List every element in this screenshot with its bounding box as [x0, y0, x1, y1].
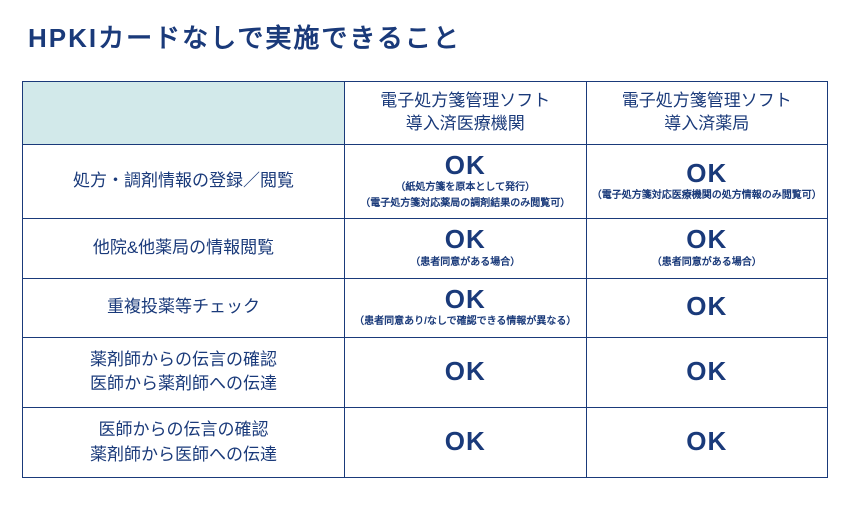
row-label: 医師からの伝言の確認薬剤師から医師への伝達: [23, 407, 345, 477]
cell: OK（電子処方箋対応医療機関の処方情報のみ閲覧可）: [586, 144, 828, 219]
header-col-2: 電子処方箋管理ソフト導入済薬局: [586, 82, 828, 145]
status-ok: OK: [591, 292, 824, 321]
cell: OK （患者同意がある場合）: [586, 219, 828, 278]
cell-note: （紙処方箋を原本として発行）: [349, 181, 582, 195]
status-ok: OK: [591, 427, 824, 456]
row-label: 薬剤師からの伝言の確認医師から薬剤師への伝達: [23, 337, 345, 407]
cell: OK: [586, 278, 828, 337]
row-label: 他院&他薬局の情報閲覧: [23, 219, 345, 278]
header-col-1: 電子処方箋管理ソフト導入済医療機関: [345, 82, 587, 145]
table-row: 薬剤師からの伝言の確認医師から薬剤師への伝達OKOK: [23, 337, 828, 407]
status-ok: OK: [349, 427, 582, 456]
cell: OK: [586, 337, 828, 407]
status-ok: OK: [349, 225, 582, 254]
row-label: 処方・調剤情報の登録／閲覧: [23, 144, 345, 219]
status-ok: OK: [349, 151, 582, 180]
cell: OK: [586, 407, 828, 477]
cell: OK（患者同意あり/なしで確認できる情報が異なる）: [345, 278, 587, 337]
status-ok: OK: [591, 159, 824, 188]
header-corner: [23, 82, 345, 145]
table-row: 処方・調剤情報の登録／閲覧OK（紙処方箋を原本として発行）（電子処方箋対応薬局の…: [23, 144, 828, 219]
cell: OK: [345, 407, 587, 477]
table-row: 他院&他薬局の情報閲覧OK（患者同意がある場合）OK（患者同意がある場合）: [23, 219, 828, 278]
page-title: HPKIカードなしで実施できること: [28, 18, 828, 55]
status-ok: OK: [591, 225, 824, 254]
table-row: 重複投薬等チェックOK（患者同意あり/なしで確認できる情報が異なる）OK: [23, 278, 828, 337]
row-label: 重複投薬等チェック: [23, 278, 345, 337]
cell: OK（紙処方箋を原本として発行） （電子処方箋対応薬局の調剤結果のみ閲覧可）: [345, 144, 587, 219]
status-ok: OK: [591, 357, 824, 386]
cell: OK: [345, 337, 587, 407]
cell-note: （患者同意がある場合）: [591, 256, 824, 270]
cell: OK （患者同意がある場合）: [345, 219, 587, 278]
table-header-row: 電子処方箋管理ソフト導入済医療機関 電子処方箋管理ソフト導入済薬局: [23, 82, 828, 145]
cell-note: （患者同意あり/なしで確認できる情報が異なる）: [349, 315, 582, 329]
capability-table: 電子処方箋管理ソフト導入済医療機関 電子処方箋管理ソフト導入済薬局 処方・調剤情…: [22, 81, 828, 478]
cell-note: （患者同意がある場合）: [349, 256, 582, 270]
table-row: 医師からの伝言の確認薬剤師から医師への伝達OKOK: [23, 407, 828, 477]
status-ok: OK: [349, 285, 582, 314]
cell-note: （電子処方箋対応薬局の調剤結果のみ閲覧可）: [349, 197, 582, 211]
cell-note: （電子処方箋対応医療機関の処方情報のみ閲覧可）: [591, 189, 824, 203]
status-ok: OK: [349, 357, 582, 386]
